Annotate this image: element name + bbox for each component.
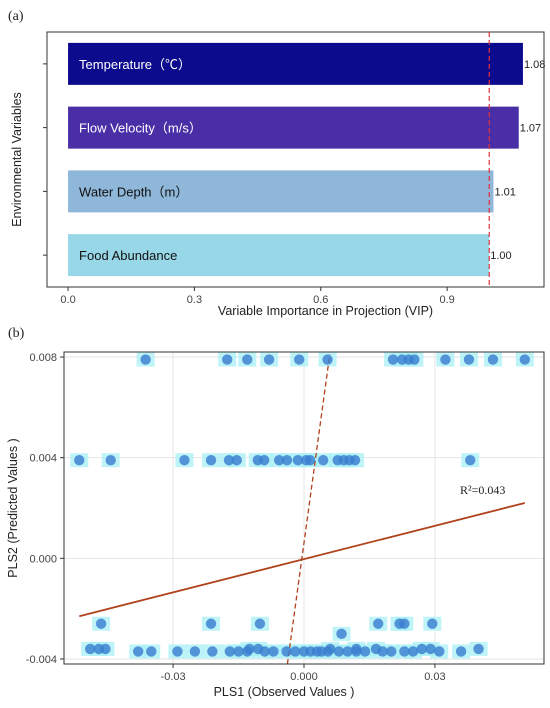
scatter-point [273,454,285,466]
scatter-point [146,646,157,657]
scatter-point [242,354,253,365]
scatter-point [252,643,264,655]
scatter-point [349,454,361,466]
reference-line [286,354,331,665]
scatter-point [294,354,305,365]
scatter-point [370,643,382,655]
scatter-point [172,646,183,657]
scatter-point [409,354,420,365]
scatter-point [207,646,218,657]
scatter-point [254,618,266,629]
vip-bar [68,42,523,85]
vip-bar [68,106,519,149]
x-tick-label: 0.03 [424,671,445,683]
scatter-point [427,618,438,629]
scatter-point [318,454,329,466]
y-tick-label: 0.004 [29,453,57,465]
x-tick-label: 0.3 [187,294,202,306]
scatter-point [205,454,217,466]
bar-category-label: Water Depth（m） [79,184,188,199]
scatter-point [387,354,399,365]
x-tick-label: 0.9 [439,294,454,306]
bar-category-label: Flow Velocity（m/s） [79,121,202,136]
scatter-point [465,454,476,466]
scatter-point [179,454,190,466]
scatter-point [519,354,530,365]
scatter-point [292,454,304,466]
bar-category-label: Food Abundance [79,248,177,263]
scatter-point [259,454,270,466]
scatter-point [473,643,484,655]
bar-value-label: 1.07 [520,123,541,135]
scatter-point [351,643,362,655]
scatter-point [425,643,436,655]
y-tick-label: -0.004 [26,654,57,666]
scatter-point [222,354,233,365]
scatter-point [140,354,151,365]
y-axis-title: Environmental Variables [10,92,24,227]
scatter-point [372,618,384,629]
x-tick-label: -0.03 [161,671,186,683]
scatter-point [324,643,336,655]
x-axis-title: PLS1 (Observed Values ) [214,685,355,699]
scatter-point [304,454,316,466]
panel-b-label: (b) [8,326,25,341]
vip-bar [68,234,490,277]
y-tick-label: 0.000 [29,553,57,565]
scatter-point [487,354,499,365]
scatter-point [263,354,275,365]
scatter-point [333,646,345,657]
vip-bar [68,170,494,213]
bar-value-label: 1.08 [524,59,545,71]
x-tick-label: 0.0 [60,294,75,306]
scatter-point [74,454,85,466]
scatter-point [399,618,410,629]
scatter-point [223,454,235,466]
scatter-point [434,646,445,657]
scatter-point [416,643,428,655]
scatter-point [205,618,217,629]
scatter-point [100,643,111,655]
scatter-point [336,628,347,640]
scatter-point [440,354,451,365]
x-tick-label: 0.000 [290,671,318,683]
y-tick-label: 0.008 [29,352,57,364]
scatter-point [244,643,255,655]
scatter-point [359,646,371,657]
bar-category-label: Temperature（℃） [79,57,191,72]
scatter-point [290,646,301,657]
scatter-point [233,646,244,657]
scatter-point [463,354,475,365]
scatter-point [281,646,292,657]
scatter-point [342,646,353,657]
scatter-point [399,646,410,657]
scatter-point [95,618,107,629]
scatter-point [189,646,201,657]
scatter-point [84,643,96,655]
scatter-point [407,646,419,657]
scatter-point [386,646,397,657]
panel-a-frame [46,31,545,288]
x-axis-title: Variable Importance in Projection (VIP) [218,304,433,318]
scatter-point [105,454,116,466]
x-tick-label: 0.6 [313,294,328,306]
scatter-point [281,454,293,466]
scatter-point [455,646,467,657]
scatter-point [268,646,279,657]
scatter-point [231,454,242,466]
scatter-point [224,646,236,657]
panel-a-label: (a) [8,9,24,24]
bar-value-label: 1.00 [490,250,511,262]
scatter-point [322,354,333,365]
y-axis-title: PLS2 (Predicted Values ) [6,438,20,577]
bar-value-label: 1.01 [494,186,515,198]
scatter-point [132,646,144,657]
r-squared-annotation: R²=0.043 [460,483,505,497]
